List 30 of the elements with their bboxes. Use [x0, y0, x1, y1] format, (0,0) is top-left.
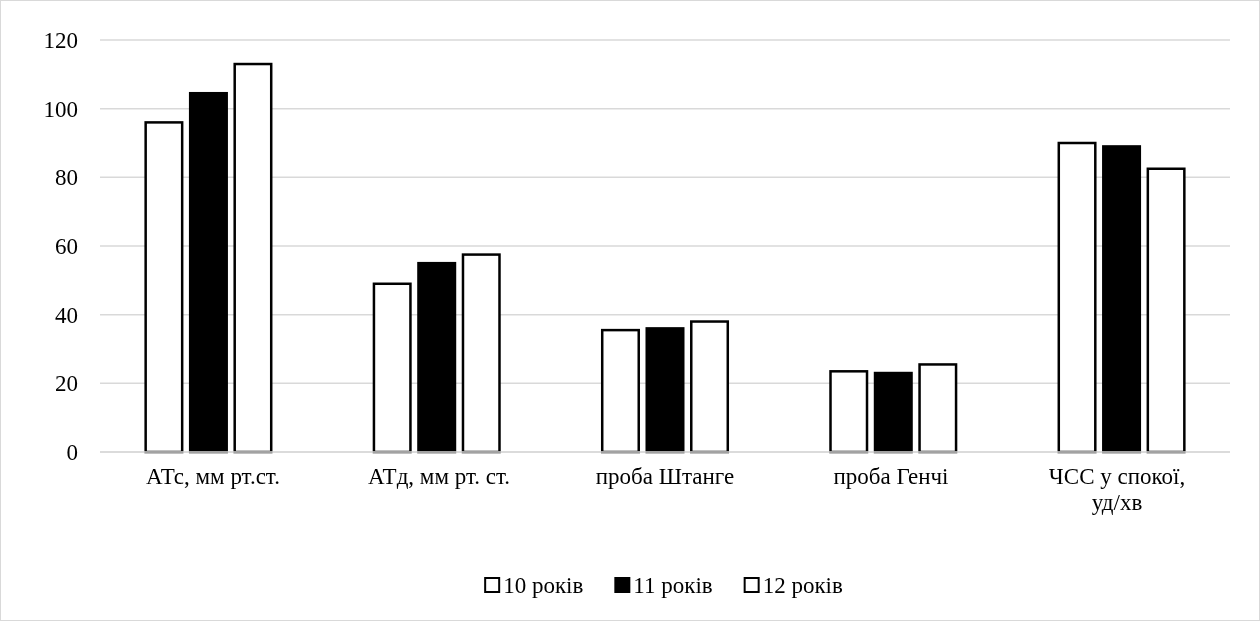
y-tick-label: 80: [55, 165, 78, 191]
bar: [144, 121, 184, 454]
bar: [918, 363, 958, 454]
bar: [461, 253, 501, 454]
y-tick-label: 120: [43, 28, 78, 54]
bar: [829, 370, 869, 454]
bar: [188, 91, 228, 454]
bar: [600, 328, 640, 454]
y-tick-label: 60: [55, 234, 78, 260]
legend-label: 12 років: [762, 573, 843, 599]
bar: [1057, 141, 1097, 454]
legend-label: 10 років: [503, 573, 584, 599]
y-tick-label: 0: [66, 440, 78, 466]
y-tick-label: 100: [43, 96, 78, 122]
bar: [645, 327, 685, 454]
x-tick-label: проба Генчі: [833, 464, 949, 489]
x-tick-label: ЧСС у спокої, уд/хв: [1048, 464, 1186, 516]
x-tick-label: АТд, мм рт. ст.: [368, 464, 510, 489]
x-tick-label: проба Штанге: [595, 464, 735, 489]
bar: [1146, 167, 1186, 454]
y-tick-label: 20: [55, 371, 78, 397]
bar: [372, 282, 412, 454]
bar: [233, 62, 273, 454]
bar: [873, 371, 913, 454]
bar: [1102, 145, 1142, 454]
y-tick-label: 40: [55, 302, 78, 328]
legend-label: 11 років: [633, 573, 713, 599]
x-tick-label: АТс, мм рт.ст.: [146, 464, 280, 489]
bar: [690, 320, 730, 454]
bar: [417, 261, 457, 454]
